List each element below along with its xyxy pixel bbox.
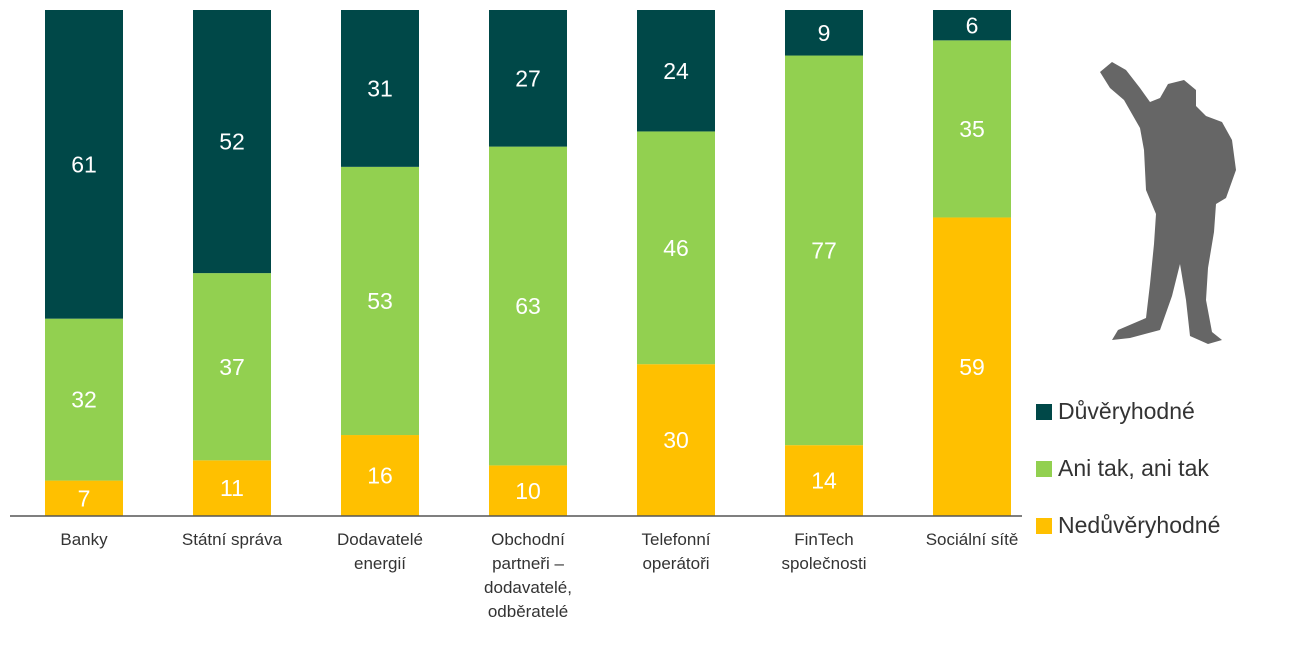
bar-segment xyxy=(785,445,863,516)
x-tick-label: FinTech společnosti xyxy=(781,530,867,573)
bar-segment xyxy=(489,10,567,147)
data-label: 14 xyxy=(811,468,837,494)
data-label: 16 xyxy=(367,463,393,489)
x-tick-label: Státní správa xyxy=(181,530,283,549)
data-label: 7 xyxy=(78,485,91,511)
x-tick-label: Telefonní operátoři xyxy=(641,530,711,573)
data-label: 61 xyxy=(71,151,97,177)
data-label: 24 xyxy=(663,58,689,84)
legend-label: Důvěryhodné xyxy=(1058,398,1195,424)
data-label: 30 xyxy=(663,427,689,453)
bar-segment xyxy=(193,10,271,274)
bar-segment xyxy=(933,40,1011,218)
legend-item: Ani tak, ani tak xyxy=(1036,455,1209,482)
bar-segment xyxy=(489,465,567,516)
data-label: 59 xyxy=(959,354,985,380)
data-label: 10 xyxy=(515,478,541,504)
legend-label: Ani tak, ani tak xyxy=(1058,455,1209,481)
bar-segment xyxy=(193,460,271,516)
bar-segment xyxy=(341,435,419,516)
data-label: 11 xyxy=(220,475,244,501)
data-label: 77 xyxy=(811,237,837,263)
data-label: 6 xyxy=(966,12,979,38)
bar-segment xyxy=(193,273,271,461)
bar-segment xyxy=(637,10,715,132)
bar-segment xyxy=(933,10,1011,41)
legend-swatch xyxy=(1036,517,1052,534)
legend-swatch xyxy=(1036,460,1052,477)
bar-segment xyxy=(489,146,567,466)
data-label: 46 xyxy=(663,235,689,261)
data-label: 35 xyxy=(959,116,985,142)
data-label: 53 xyxy=(367,288,393,314)
data-label: 52 xyxy=(219,129,245,155)
bar-segment xyxy=(637,131,715,365)
legend-item: Důvěryhodné xyxy=(1036,398,1195,425)
x-tick-label: Sociální sítě xyxy=(925,530,1019,549)
legend-item: Nedůvěryhodné xyxy=(1036,512,1220,539)
data-label: 9 xyxy=(818,20,831,46)
data-label: 37 xyxy=(219,354,245,380)
legend-label: Nedůvěryhodné xyxy=(1058,512,1221,538)
bar-segment xyxy=(45,318,123,481)
data-label: 32 xyxy=(71,387,97,413)
bar-segment xyxy=(933,217,1011,516)
bar-segment xyxy=(341,166,419,436)
data-label: 27 xyxy=(515,65,541,91)
bar-segment xyxy=(45,480,123,516)
data-label: 31 xyxy=(367,76,393,102)
x-tick-label: Obchodní partneři – dodavatelé, odběrate… xyxy=(484,530,572,621)
bar-segment xyxy=(785,55,863,446)
bar-segment xyxy=(785,10,863,56)
x-tick-label: Banky xyxy=(60,530,108,549)
bar-segment xyxy=(637,364,715,516)
x-tick-label: Dodavatelé energií xyxy=(336,530,423,573)
data-label: 63 xyxy=(515,293,541,319)
bar-segment xyxy=(45,10,123,319)
legend-swatch xyxy=(1036,403,1052,420)
bar-segment xyxy=(341,10,419,167)
person-silhouette xyxy=(1100,62,1236,344)
